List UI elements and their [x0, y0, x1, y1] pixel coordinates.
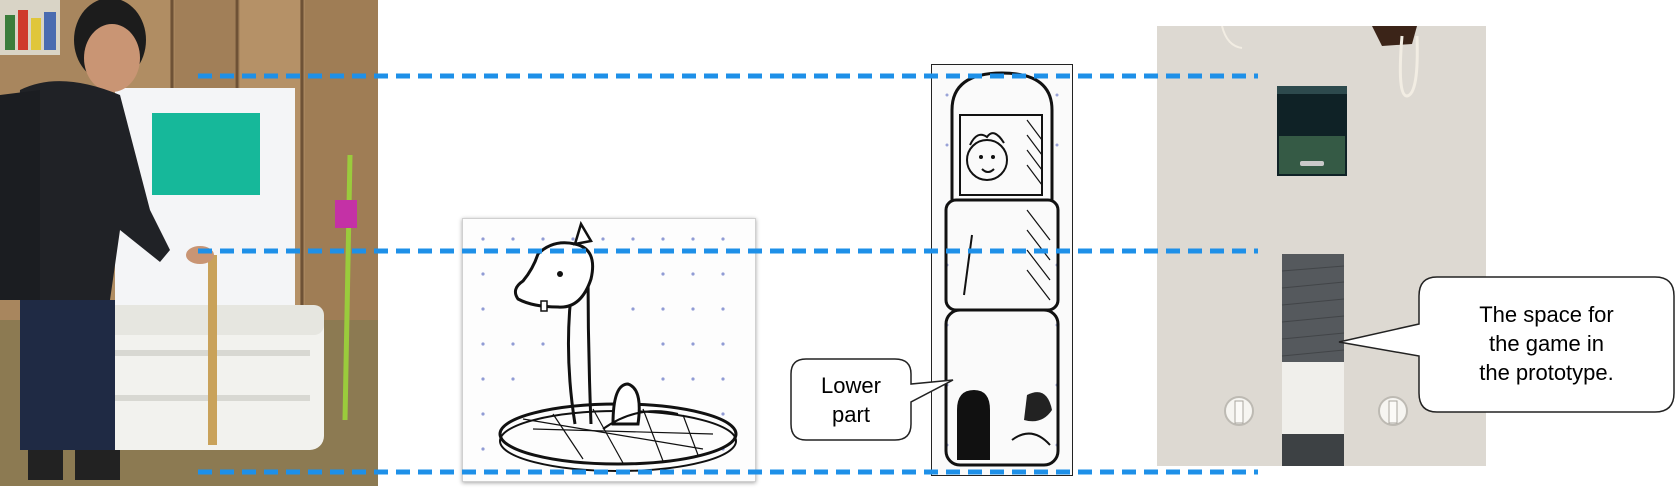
lower-part-callout: Lower part: [790, 358, 955, 442]
prototype-board-photo: [1157, 26, 1486, 466]
game-space-label: The space for the game in the prototype.: [1479, 302, 1614, 385]
person-measuring-photo: [0, 0, 378, 486]
lower-part-label: Lower part: [821, 373, 881, 427]
dot-grid: [481, 237, 725, 451]
game-space-callout: The space for the game in the prototype.: [1337, 276, 1676, 414]
character-on-platform-sketch: [462, 218, 756, 482]
tower-character-sketch: [931, 64, 1073, 476]
